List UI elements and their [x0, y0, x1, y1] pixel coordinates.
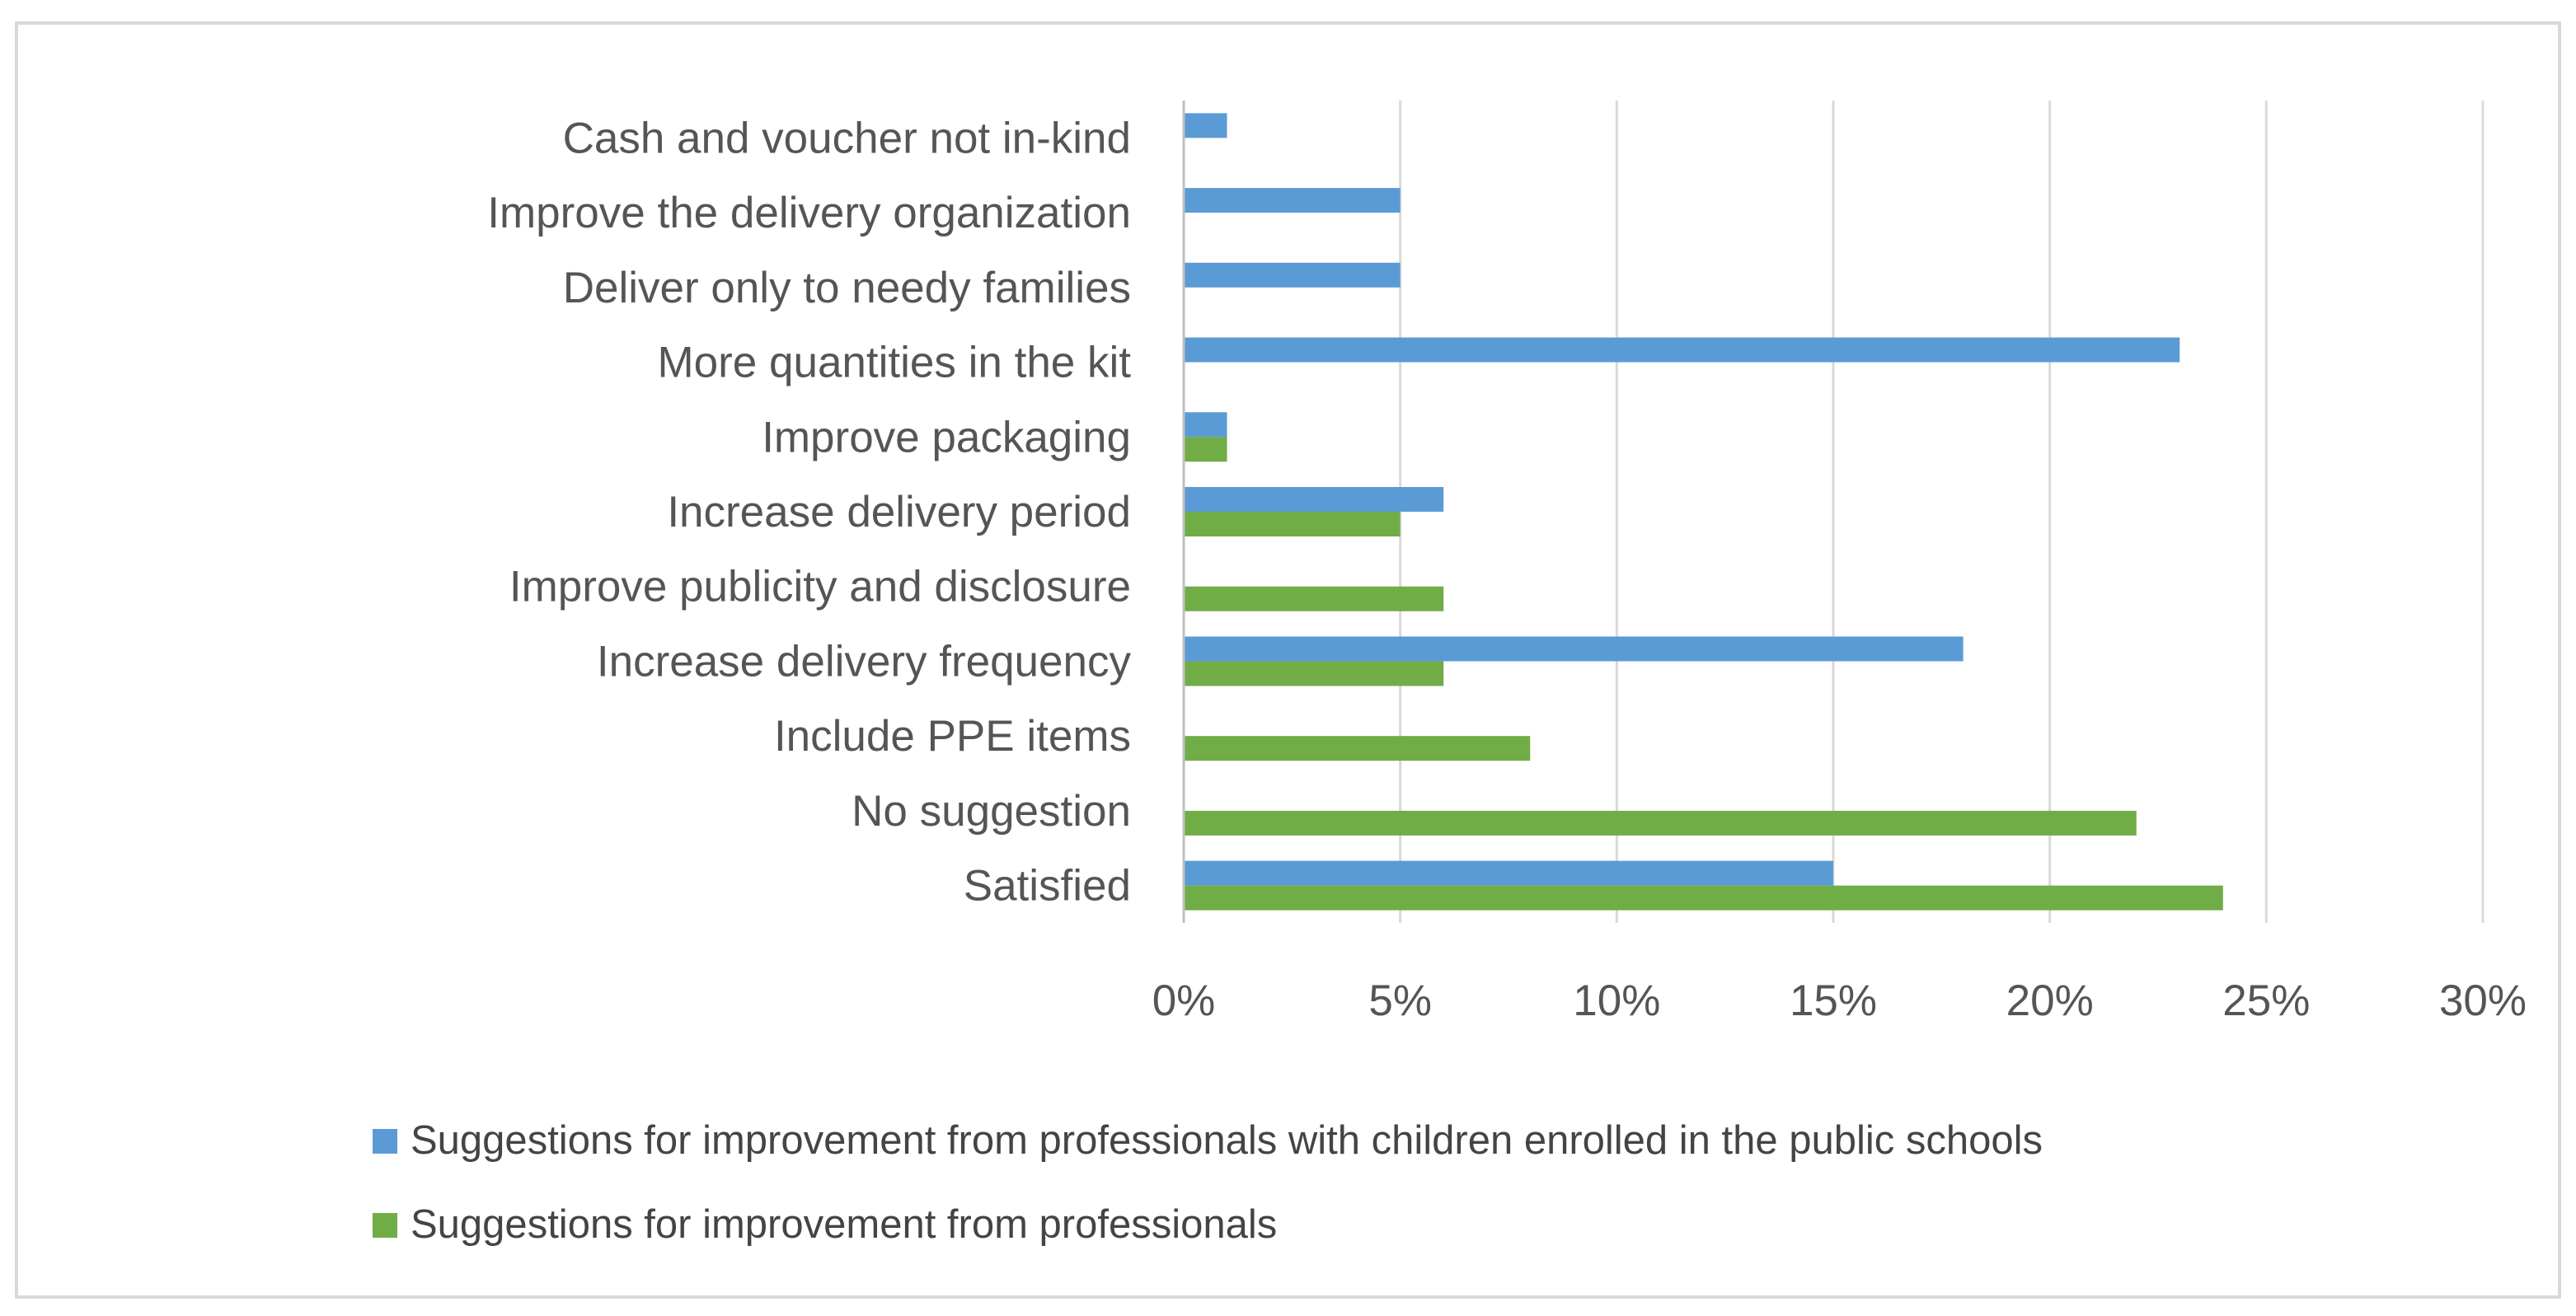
legend-label: Suggestions for improvement from profess…	[411, 1118, 2043, 1163]
bar-series-children	[1184, 487, 1444, 512]
bar-series-professionals	[1184, 437, 1227, 462]
x-tick-label: 20%	[2006, 976, 2094, 1025]
bar-series-children	[1184, 188, 1401, 213]
bar-series-children	[1184, 412, 1227, 438]
x-tick-label: 0%	[1152, 976, 1216, 1025]
category-label: Include PPE items	[774, 712, 1131, 761]
x-tick-label: 15%	[1790, 976, 1877, 1025]
legend: Suggestions for improvement from profess…	[373, 1118, 2043, 1247]
x-tick-label: 30%	[2439, 976, 2527, 1025]
bar-series-children	[1184, 113, 1227, 138]
category-label: Deliver only to needy families	[563, 264, 1131, 312]
category-labels: Cash and voucher not in-kind Improve the …	[487, 114, 1131, 910]
x-tick-label: 25%	[2222, 976, 2310, 1025]
category-label: Improve packaging	[762, 413, 1131, 461]
category-label: Increase delivery frequency	[597, 637, 1132, 686]
category-label: No suggestion	[852, 787, 1131, 836]
bar-series-professionals	[1184, 885, 2223, 911]
bar-series-children	[1184, 636, 1964, 662]
category-label: Satisfied	[964, 862, 1131, 911]
bar-series-children	[1184, 262, 1401, 288]
bar-series-professionals	[1184, 512, 1401, 536]
category-label: Improve publicity and disclosure	[509, 563, 1131, 611]
legend-label: Suggestions for improvement from profess…	[411, 1202, 1277, 1247]
bar-series-professionals	[1184, 810, 2137, 836]
legend-swatch	[373, 1213, 397, 1238]
category-label: More quantities in the kit	[658, 339, 1132, 387]
bar-series-professionals	[1184, 736, 1531, 761]
category-label: Improve the delivery organization	[487, 189, 1131, 237]
bar-series-children	[1184, 860, 1833, 886]
x-tick-label: 5%	[1368, 976, 1432, 1025]
bar-series-professionals	[1184, 661, 1444, 686]
gridlines	[1399, 101, 2485, 923]
x-tick-label: 10%	[1573, 976, 1660, 1025]
category-label: Cash and voucher not in-kind	[563, 114, 1131, 162]
bar-series-professionals	[1184, 586, 1444, 611]
bar-series-children	[1184, 337, 2180, 363]
legend-swatch	[373, 1129, 397, 1154]
tick-labels: 0% 5% 10% 15% 20% 25% 30%	[1152, 976, 2527, 1025]
bars	[1184, 113, 2223, 911]
category-label: Increase delivery period	[667, 488, 1131, 536]
